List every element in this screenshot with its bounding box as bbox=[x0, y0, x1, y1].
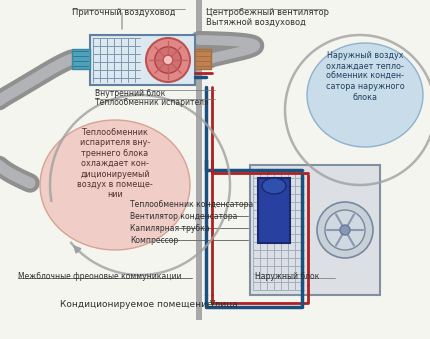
Ellipse shape bbox=[146, 38, 190, 82]
Text: Кондиционируемое помещение: Кондиционируемое помещение bbox=[60, 300, 212, 309]
Bar bbox=[195, 49, 211, 69]
Ellipse shape bbox=[325, 210, 365, 250]
Text: Внутренний блок: Внутренний блок bbox=[95, 89, 166, 98]
Text: Компрессор: Компрессор bbox=[130, 236, 178, 245]
Ellipse shape bbox=[340, 225, 350, 235]
Ellipse shape bbox=[262, 178, 286, 194]
Ellipse shape bbox=[317, 202, 373, 258]
Text: Наружный блок: Наружный блок bbox=[255, 272, 319, 281]
Text: Наружный воздух
охлаждает тепло-
обменник конден-
сатора наружного
блока: Наружный воздух охлаждает тепло- обменни… bbox=[326, 51, 404, 102]
Bar bbox=[258, 178, 290, 243]
Text: Теплообменник
испарителя вну-
треннего блока
охлаждает кон-
диционируемый
воздух: Теплообменник испарителя вну- треннего б… bbox=[77, 128, 153, 199]
Text: Капилярная трубка: Капилярная трубка bbox=[130, 224, 210, 233]
Text: Центробежный вентилятор
Вытяжной воздуховод: Центробежный вентилятор Вытяжной воздухо… bbox=[206, 8, 329, 27]
Text: Межблочные фреоновые коммуникации: Межблочные фреоновые коммуникации bbox=[18, 272, 181, 281]
Bar bbox=[196, 0, 202, 320]
Text: Вентилятор конденсатора: Вентилятор конденсатора bbox=[130, 212, 237, 221]
Ellipse shape bbox=[307, 43, 423, 147]
Ellipse shape bbox=[163, 55, 173, 65]
Text: Теплообменник испарителя: Теплообменник испарителя bbox=[95, 98, 209, 107]
Ellipse shape bbox=[40, 120, 190, 250]
Text: Приточный воздуховод: Приточный воздуховод bbox=[72, 8, 175, 17]
Bar bbox=[90, 35, 195, 85]
Text: Улица: Улица bbox=[210, 300, 239, 309]
Text: Теплообменник конденсатора: Теплообменник конденсатора bbox=[130, 200, 253, 209]
Ellipse shape bbox=[155, 47, 181, 73]
Bar bbox=[72, 49, 90, 69]
Bar bbox=[250, 165, 380, 295]
